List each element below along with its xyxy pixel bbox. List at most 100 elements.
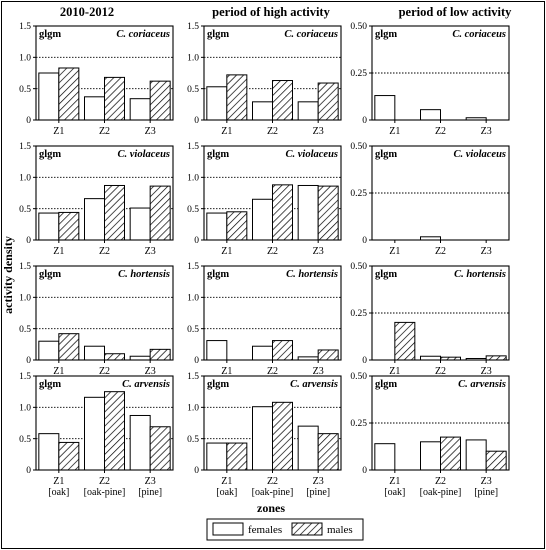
bar-females-z1 <box>206 212 228 241</box>
panel-tag: glgm <box>39 379 61 390</box>
y-tick-label: 0.25 <box>350 309 367 319</box>
panel-3-2: 0 0.5 1.0 1.5 Z1 Z2 Z3 glgm C. hortensis <box>187 262 342 377</box>
y-tick-label: 0.5 <box>187 325 199 335</box>
bar-females-z2 <box>252 345 273 361</box>
y-tick-label: 0.50 <box>350 22 367 32</box>
y-tick-label: 0 <box>362 466 367 476</box>
legend-label-males: males <box>327 524 353 536</box>
bar-males-z3 <box>149 185 171 241</box>
category-sublabel: [pine] <box>474 487 498 498</box>
category-label: Z2 <box>99 246 110 257</box>
bar-females-z2 <box>84 345 105 361</box>
panel-1-3: 0 0.25 0.50 Z1 Z2 Z3 glgm C. coriaceus <box>350 22 510 137</box>
legend: females males <box>206 518 364 541</box>
category-label: Z1 <box>221 366 232 377</box>
legend-swatch-males <box>291 522 323 536</box>
bar-females-z2 <box>84 96 105 121</box>
y-tick-label: 0.50 <box>350 262 367 272</box>
bar-males-z1 <box>58 211 80 241</box>
panel-2-3: 0 0.25 0.50 Z1 Z2 Z3 glgm C. violaceus <box>350 142 510 257</box>
y-tick-label: 0 <box>362 236 367 246</box>
bar-females-z1 <box>38 433 60 471</box>
category-label: Z2 <box>99 366 110 377</box>
panel-tag: glgm <box>375 29 397 40</box>
y-tick-label: 1.5 <box>187 372 199 382</box>
category-label: Z3 <box>481 126 492 137</box>
panel-tag: glgm <box>39 149 61 160</box>
bar-females-z1 <box>374 95 396 121</box>
category-label: Z1 <box>221 476 232 487</box>
bar-females-z2 <box>84 396 105 471</box>
y-tick-label: 1.5 <box>19 262 31 272</box>
panel-frame <box>35 375 174 471</box>
panel-tag: glgm <box>39 269 61 280</box>
category-label: Z3 <box>481 246 492 257</box>
panel-frame <box>35 145 174 241</box>
species-label: C. arvensis <box>458 379 506 390</box>
species-label: C. coriaceus <box>284 29 338 40</box>
panel-frame <box>35 25 174 121</box>
category-label: Z3 <box>145 246 156 257</box>
category-label: Z2 <box>267 366 278 377</box>
legend-swatch-females <box>212 522 244 536</box>
species-label: C. violaceus <box>286 149 339 160</box>
category-sublabel: [pine] <box>306 487 330 498</box>
category-label: Z3 <box>145 126 156 137</box>
panel-2-1: 0 0.5 1.0 1.5 Z1 Z2 Z3 glgm C. violaceus <box>19 142 174 257</box>
bar-females-z1 <box>374 443 396 471</box>
species-label: C. coriaceus <box>116 29 170 40</box>
bar-females-z1 <box>38 72 60 121</box>
bar-males-z1 <box>58 333 80 361</box>
bar-males-z2 <box>104 353 125 361</box>
species-label: C. arvensis <box>122 379 170 390</box>
category-label: Z2 <box>435 476 446 487</box>
bar-males-z2 <box>104 76 125 121</box>
bar-males-z2 <box>104 184 125 241</box>
category-sublabel: [oak-pine] <box>252 487 294 498</box>
bar-males-z1 <box>394 321 416 361</box>
panel-frame <box>203 265 342 361</box>
category-label: Z1 <box>221 126 232 137</box>
y-tick-label: 1.5 <box>187 262 199 272</box>
y-tick-label: 0 <box>194 236 199 246</box>
bar-males-z3 <box>149 80 171 121</box>
bar-females-z1 <box>206 86 228 121</box>
y-tick-label: 0 <box>26 116 31 126</box>
column-title-1: 2010-2012 <box>60 5 114 19</box>
x-axis-label: zones <box>257 501 285 515</box>
category-label: Z1 <box>53 476 64 487</box>
category-sublabel: [oak] <box>48 487 69 498</box>
category-label: Z2 <box>267 126 278 137</box>
species-label: C. hortensis <box>118 269 170 280</box>
y-tick-label: 1.0 <box>19 54 31 64</box>
bar-males-z1 <box>226 442 248 471</box>
bar-females-z3 <box>129 207 151 241</box>
bar-females-z3 <box>297 184 319 241</box>
y-tick-label: 1.5 <box>19 372 31 382</box>
panel-frame <box>371 25 510 121</box>
bar-females-z3 <box>297 101 319 121</box>
bar-males-z3 <box>317 82 339 121</box>
bar-males-z3 <box>149 426 171 471</box>
column-title-3: period of low activity <box>399 5 513 19</box>
bar-males-z1 <box>226 211 248 241</box>
y-tick-label: 0 <box>26 466 31 476</box>
panel-4-1: 0 0.5 1.0 1.5 Z1[oak] Z2[oak-pine] Z3[pine] glg… <box>19 372 174 498</box>
y-tick-label: 0 <box>26 236 31 246</box>
panel-frame <box>203 25 342 121</box>
panel-tag: glgm <box>375 379 397 390</box>
category-sublabel: [oak] <box>384 487 405 498</box>
species-label: C. violaceus <box>454 149 507 160</box>
species-label: C. hortensis <box>286 269 338 280</box>
bar-females-z2 <box>420 109 441 121</box>
y-tick-label: 0 <box>194 356 199 366</box>
bar-males-z1 <box>58 441 80 471</box>
panel-frame <box>371 265 510 361</box>
panel-3-3: 0 0.25 0.50 Z1 Z2 Z3 glgm C. hortensis <box>350 262 510 377</box>
bar-males-z2 <box>272 340 293 361</box>
category-label: Z3 <box>481 476 492 487</box>
panel-4-2: 0 0.5 1.0 1.5 Z1[oak] Z2[oak-pine] Z3[pine] glg… <box>187 372 342 498</box>
bar-males-z3 <box>485 450 507 471</box>
category-sublabel: [pine] <box>138 487 162 498</box>
